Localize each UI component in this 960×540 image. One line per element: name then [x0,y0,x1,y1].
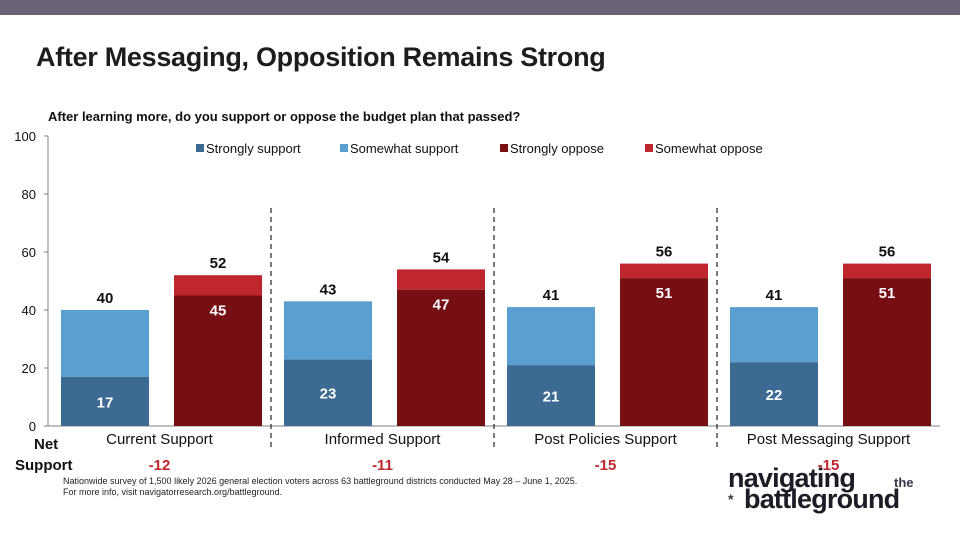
bar-strongly-oppose [843,278,931,426]
logo-star-icon: * [728,491,734,507]
legend-swatch [196,144,204,152]
logo-word-battleground: battleground [744,484,900,514]
top-banner [0,0,960,15]
survey-question: After learning more, do you support or o… [48,109,521,124]
x-category-label: Post Messaging Support [747,431,911,448]
bar-somewhat-support [284,301,372,360]
data-label-oppose-total: 52 [210,255,227,272]
legend-label: Strongly oppose [510,141,604,156]
data-label-support-total: 41 [766,287,783,304]
legend-label: Somewhat support [350,141,459,156]
footnote-line-2: For more info, visit navigatorresearch.o… [63,487,283,497]
net-support-label-line2: Support [15,457,73,474]
bar-somewhat-oppose [174,275,262,296]
data-label-strongly-oppose: 45 [210,303,227,320]
data-label-support-total: 41 [543,287,560,304]
data-label-strongly-support: 23 [320,386,337,403]
y-tick-label: 20 [22,361,36,376]
data-label-strongly-oppose: 47 [433,297,450,314]
bar-strongly-oppose [397,289,485,426]
x-category-label: Informed Support [325,431,442,448]
y-tick-label: 100 [14,129,36,144]
bar-strongly-support [61,376,149,426]
data-label-oppose-total: 54 [433,249,450,266]
slide-title: After Messaging, Opposition Remains Stro… [36,42,606,72]
bar-strongly-support [507,365,595,426]
bar-somewhat-oppose [397,269,485,290]
bar-strongly-oppose [620,278,708,426]
footnote: Nationwide survey of 1,500 likely 2026 g… [63,476,577,498]
net-support-value: -12 [149,457,171,474]
navigating-the-battleground-logo: navigating the * battleground [728,463,940,519]
data-label-oppose-total: 56 [656,244,673,261]
y-tick-label: 0 [29,419,36,434]
bar-strongly-support [284,359,372,426]
bar-somewhat-oppose [843,263,931,279]
data-label-strongly-support: 17 [97,394,114,411]
y-tick-label: 60 [22,245,36,260]
data-label-strongly-support: 22 [766,387,783,404]
data-label-support-total: 43 [320,281,337,298]
legend-label: Strongly support [206,141,301,156]
logo-word-the: the [894,475,914,490]
net-support-label-line1: Net [34,436,59,453]
legend-swatch [340,144,348,152]
logo-word-navigating: navigating [728,463,856,493]
x-category-label: Post Policies Support [534,431,677,448]
bar-somewhat-support [730,307,818,363]
bar-somewhat-support [507,307,595,366]
net-support-value: -15 [818,457,840,474]
footnote-line-1: Nationwide survey of 1,500 likely 2026 g… [63,476,578,486]
bar-strongly-support [730,362,818,426]
legend-swatch [500,144,508,152]
data-label-strongly-oppose: 51 [656,285,673,302]
legend-label: Somewhat oppose [655,141,763,156]
bar-strongly-oppose [174,295,262,426]
data-label-support-total: 40 [97,290,114,307]
y-tick-label: 40 [22,303,36,318]
bar-somewhat-oppose [620,263,708,279]
x-category-label: Current Support [106,431,214,448]
data-label-oppose-total: 56 [879,244,896,261]
y-tick-label: 80 [22,187,36,202]
data-label-strongly-oppose: 51 [879,285,896,302]
net-support-value: -15 [595,457,617,474]
bar-somewhat-support [61,310,149,377]
net-support-value: -11 [372,457,393,474]
legend-swatch [645,144,653,152]
data-label-strongly-support: 21 [543,389,560,406]
